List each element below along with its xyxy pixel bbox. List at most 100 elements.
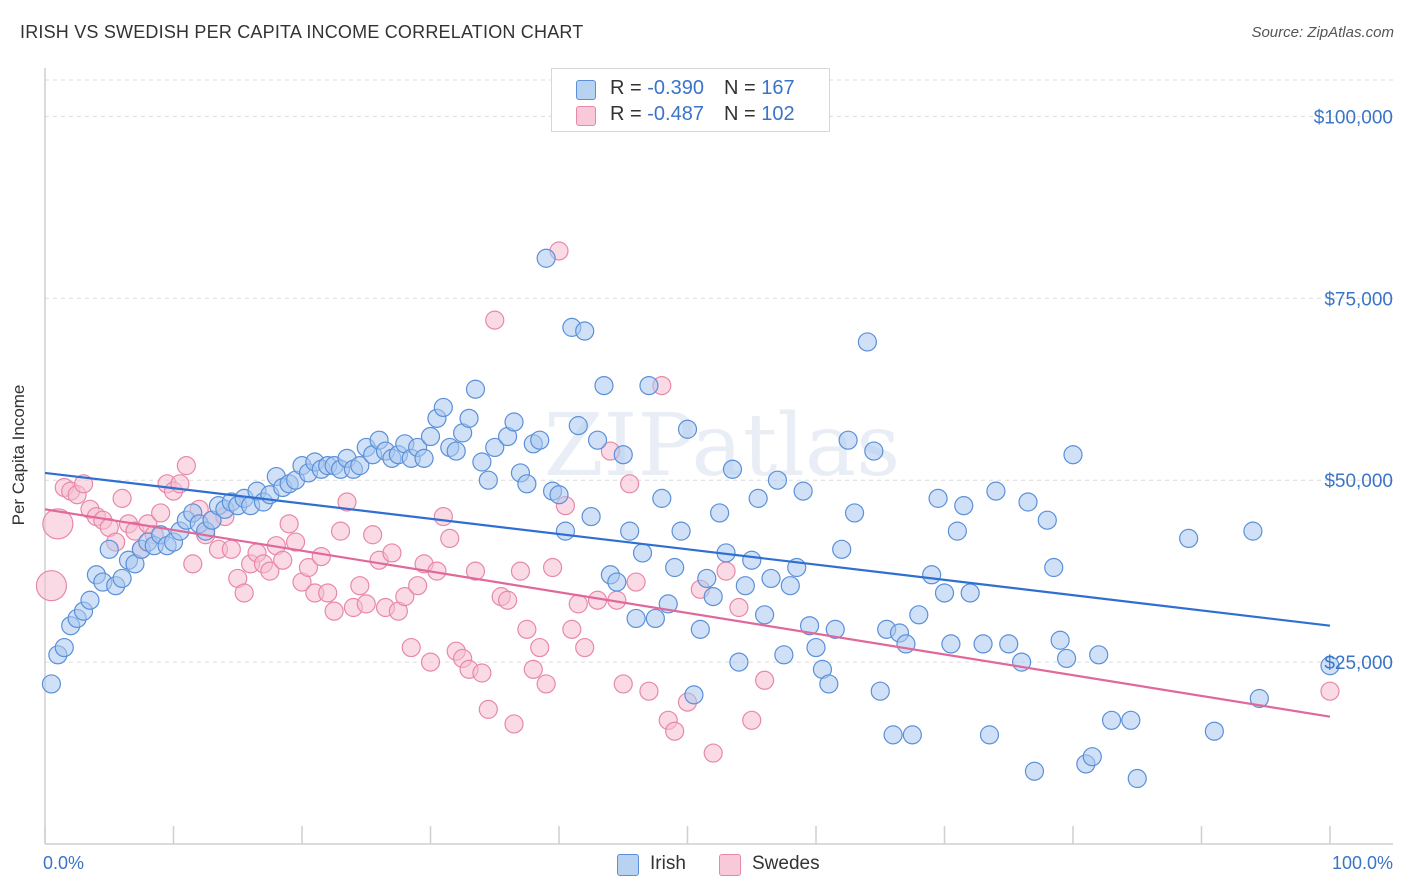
irish-point <box>1044 557 1064 578</box>
irish-point <box>697 568 717 589</box>
irish-point <box>112 568 132 589</box>
swedes-point <box>337 492 357 512</box>
irish-point <box>594 376 614 396</box>
irish-point <box>665 557 685 578</box>
trend-lines <box>44 471 1331 718</box>
irish-point <box>517 474 537 494</box>
irish-point <box>1320 656 1340 676</box>
swedes-point <box>420 652 441 672</box>
tick-labels: $25,000 $50,000 $75,000 $100,000 0.0% 100.0% <box>43 107 1393 873</box>
irish-point <box>446 441 466 461</box>
swedes-point <box>318 583 338 603</box>
irish-point <box>465 379 486 399</box>
irish-point <box>1179 528 1199 549</box>
swedes-point <box>716 561 736 581</box>
irish-point <box>806 637 826 658</box>
irish-point <box>485 437 505 458</box>
irish-point <box>587 430 608 450</box>
swedes-point <box>542 557 563 578</box>
irish-point <box>748 488 768 508</box>
irish-point <box>555 521 576 541</box>
swedes-point <box>1320 681 1340 701</box>
swedes-point <box>575 637 595 658</box>
legend-r-value: -0.487 <box>647 103 704 125</box>
irish-point <box>652 488 672 508</box>
swedes-point <box>183 554 203 574</box>
irish-point <box>620 521 640 541</box>
irish-point <box>684 685 704 705</box>
swedes-point <box>517 619 537 639</box>
irish-swatch <box>576 80 596 100</box>
y-tick-label: $100,000 <box>1314 107 1393 128</box>
irish-point <box>857 332 878 352</box>
irish-point <box>690 619 710 639</box>
swedes-point <box>536 674 556 694</box>
legend-r-label: R = <box>610 103 648 125</box>
swedes-point <box>639 681 659 701</box>
irish-point <box>819 674 839 694</box>
axes <box>44 68 1393 845</box>
swedes-point <box>620 474 640 494</box>
irish-point <box>54 637 74 658</box>
irish-point <box>472 452 492 472</box>
legend-n-value: 167 <box>761 77 795 99</box>
legend-n-label: N = <box>723 103 762 125</box>
irish-point <box>703 587 723 607</box>
irish-point <box>722 459 743 479</box>
swedes-point <box>285 532 306 552</box>
legend-n-label: N = <box>723 77 762 99</box>
irish-point <box>774 645 794 665</box>
irish-point <box>941 634 961 654</box>
legend-n-value: 102 <box>761 103 795 125</box>
swedes-point <box>151 503 171 523</box>
swedes-point <box>485 310 505 330</box>
irish-point <box>626 608 646 629</box>
irish-point <box>909 605 929 625</box>
irish-point <box>414 448 434 468</box>
swedes-point <box>626 572 646 592</box>
irish-legend-swatch <box>617 854 639 876</box>
y-tick-label: $25,000 <box>1324 653 1393 674</box>
swedes-point <box>498 590 518 610</box>
swedes-point <box>742 710 762 730</box>
irish-point <box>41 674 62 694</box>
swedes-swatch <box>576 106 596 126</box>
series-irish <box>41 248 1340 789</box>
swedes-point <box>350 576 370 596</box>
irish-point <box>645 608 665 629</box>
irish-point <box>864 441 884 461</box>
series-swedes <box>35 241 1340 763</box>
legend-r-value: -0.390 <box>647 77 704 99</box>
swedes-point <box>279 514 299 534</box>
swedes-point <box>465 561 486 581</box>
swedes-point <box>298 557 319 578</box>
irish-point <box>607 572 627 592</box>
swedes-point <box>433 506 453 527</box>
irish-point <box>350 456 370 476</box>
irish-point <box>973 634 993 654</box>
irish-point <box>459 408 479 428</box>
irish-point <box>729 652 749 672</box>
swedes-point <box>112 488 132 508</box>
irish-point <box>1089 645 1109 665</box>
irish-point <box>832 539 852 559</box>
swedes-point <box>234 583 254 603</box>
irish-point <box>761 568 781 589</box>
irish-point <box>1243 521 1263 541</box>
irish-point <box>1082 747 1102 767</box>
swedes-point <box>754 670 775 690</box>
irish-point <box>1204 721 1224 741</box>
irish-point <box>1101 710 1122 730</box>
irish-point <box>986 481 1006 501</box>
irish-point <box>844 503 865 523</box>
source-label: Source: ZipAtlas.com <box>1251 24 1394 41</box>
irish-point <box>960 583 980 603</box>
swedes-point <box>330 521 351 541</box>
swedes-point <box>440 528 460 549</box>
irish-point <box>632 543 653 563</box>
irish-point <box>1050 630 1070 650</box>
swedes-point <box>568 594 588 614</box>
irish-point <box>870 681 890 701</box>
irish-point <box>478 470 498 490</box>
